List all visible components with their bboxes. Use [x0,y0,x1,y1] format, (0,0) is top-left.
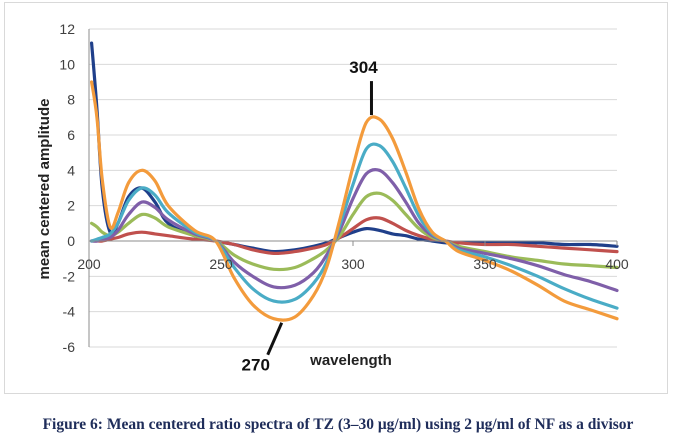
figure-caption: Figure 6: Mean centered ratio spectra of… [42,416,634,433]
annotation-label: 270 [242,356,270,375]
x-tick-label: 200 [77,256,101,272]
x-axis-title: wavelength [309,352,392,369]
axes: 12 10 8 6 4 2 0 -2 -4 -6 200 250 300 350 400 [59,21,628,355]
y-tick-label: 8 [67,92,75,108]
annotation-leader [266,322,284,356]
annotation-label: 304 [349,58,378,77]
annotations: 304 270 [242,58,379,375]
y-tick-label: 0 [67,233,75,249]
chart-frame: 12 10 8 6 4 2 0 -2 -4 -6 200 250 300 350 400 mean cent… [4,2,668,394]
y-tick-label: 12 [59,21,75,37]
y-tick-label: -2 [63,268,76,284]
series-line-6 [90,80,619,322]
series-line-4 [90,167,619,293]
y-tick-label: 4 [67,162,75,178]
x-tick-label: 350 [473,256,497,272]
series-layer [90,41,619,322]
series-line-3 [90,191,619,272]
y-tick-label: -4 [63,304,76,320]
chart-svg: 12 10 8 6 4 2 0 -2 -4 -6 200 250 300 350 400 mean cent… [36,21,629,375]
y-tick-label: 10 [59,56,75,72]
x-tick-label: 300 [341,256,365,272]
y-tick-label: 6 [67,127,75,143]
y-tick-label: 2 [67,198,75,214]
y-axis-title: mean centered amplitude [36,99,53,280]
series-line-2 [90,216,619,256]
series-line-5 [90,142,619,310]
x-tick-label: 250 [209,256,233,272]
y-tick-label: -6 [63,339,76,355]
x-tick-label: 400 [605,256,629,272]
